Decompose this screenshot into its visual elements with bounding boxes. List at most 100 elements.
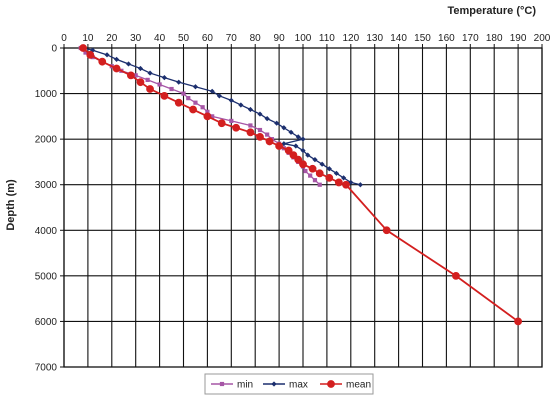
data-point-max: [333, 170, 340, 176]
x-tick-label: 0: [61, 33, 67, 44]
x-tick-label: 30: [130, 33, 142, 44]
data-point-max: [247, 106, 254, 113]
data-point-max: [300, 136, 306, 142]
data-point-max: [147, 70, 153, 76]
data-point-max: [228, 97, 234, 104]
data-point-mean: [308, 164, 317, 173]
data-point-mean: [232, 123, 240, 132]
data-point-mean: [299, 160, 307, 169]
data-point-max: [257, 111, 263, 117]
y-axis-title: Depth (m): [5, 179, 17, 231]
data-point-mean: [256, 132, 264, 141]
x-tick-label: 140: [390, 33, 407, 44]
data-point-max: [104, 52, 110, 58]
data-point-min: [312, 178, 318, 183]
x-tick-label: 110: [319, 33, 335, 44]
y-tick-label: 2000: [35, 135, 58, 146]
x-tick-label: 150: [414, 33, 431, 44]
data-point-min: [265, 132, 270, 137]
data-point-max: [274, 120, 280, 126]
x-tick-label: 60: [202, 33, 214, 44]
data-point-max: [264, 116, 270, 122]
x-tick-label: 120: [342, 33, 359, 44]
data-point-mean: [112, 64, 121, 73]
legend-swatch-marker: [219, 381, 225, 387]
data-point-max: [326, 166, 332, 172]
data-point-mean: [127, 71, 135, 80]
data-point-min: [83, 50, 88, 55]
legend: min max mean: [204, 373, 374, 395]
data-point-min: [317, 182, 322, 187]
data-point-mean: [382, 226, 391, 235]
y-tick-label: 0: [51, 44, 57, 55]
x-tick-label: 160: [438, 33, 455, 44]
x-tick-label: 130: [366, 33, 383, 44]
data-point-max: [137, 65, 144, 72]
data-point-mean: [452, 271, 460, 280]
data-point-max: [300, 147, 306, 154]
data-point-min: [133, 73, 138, 78]
data-point-min: [229, 118, 234, 124]
data-point-min: [303, 168, 308, 174]
legend-swatch-marker: [271, 381, 277, 387]
legend-box: [204, 373, 374, 395]
data-point-max: [161, 75, 167, 81]
data-point-max: [305, 152, 311, 158]
y-tick-label: 7000: [35, 363, 58, 374]
x-tick-label: 20: [106, 33, 118, 44]
x-tick-label: 90: [274, 33, 286, 44]
x-axis-title: Temperature (°C): [447, 5, 536, 17]
data-point-mean: [294, 155, 303, 164]
data-point-max: [216, 93, 222, 99]
data-point-mean: [79, 44, 88, 52]
data-point-mean: [86, 50, 95, 59]
x-tick-label: 50: [178, 33, 190, 44]
data-point-mean: [136, 78, 145, 87]
data-point-min: [205, 109, 210, 114]
data-point-min: [200, 105, 205, 110]
grid: [63, 47, 543, 368]
series-mean: [79, 44, 522, 326]
x-tick-label: 80: [250, 33, 262, 44]
data-point-max: [113, 56, 120, 62]
data-point-min: [210, 114, 215, 119]
x-tick-label: 200: [534, 33, 550, 44]
y-tick-label: 4000: [35, 226, 58, 237]
x-tick-label: 10: [82, 33, 94, 44]
data-point-max: [125, 61, 132, 67]
data-point-min: [157, 82, 162, 87]
x-tick-label: 170: [462, 33, 479, 44]
series-layer: [78, 44, 522, 326]
data-point-max: [319, 161, 325, 167]
data-point-mean: [189, 105, 197, 114]
data-point-max: [209, 88, 215, 94]
legend-swatch-marker: [327, 380, 335, 388]
data-point-mean: [98, 57, 107, 66]
legend-label-mean: mean: [346, 380, 371, 391]
data-point-mean: [514, 317, 522, 326]
data-point-mean: [334, 178, 343, 187]
data-point-mean: [146, 85, 154, 93]
data-point-max: [312, 157, 318, 163]
data-point-max: [341, 175, 347, 181]
y-tick-label: 5000: [35, 271, 58, 282]
x-tick-label: 70: [226, 33, 238, 44]
x-tick-label: 190: [510, 33, 527, 44]
legend-label-max: max: [289, 380, 308, 391]
data-point-min: [145, 77, 150, 82]
data-point-min: [169, 86, 174, 92]
data-point-mean: [289, 151, 298, 159]
data-point-mean: [203, 112, 212, 121]
data-point-mean: [342, 180, 350, 189]
data-point-min: [308, 173, 313, 178]
x-axis-ticks: 0 10 20 30 40 50 60 70 80 90 100 110 120 130 140 150 160…: [61, 33, 550, 48]
data-point-mean: [160, 91, 169, 100]
data-point-min: [186, 96, 191, 101]
data-point-max: [295, 134, 301, 140]
data-point-max: [238, 102, 244, 108]
legend-label-min: min: [237, 380, 253, 391]
data-point-max: [357, 182, 363, 188]
y-tick-label: 1000: [35, 89, 58, 100]
